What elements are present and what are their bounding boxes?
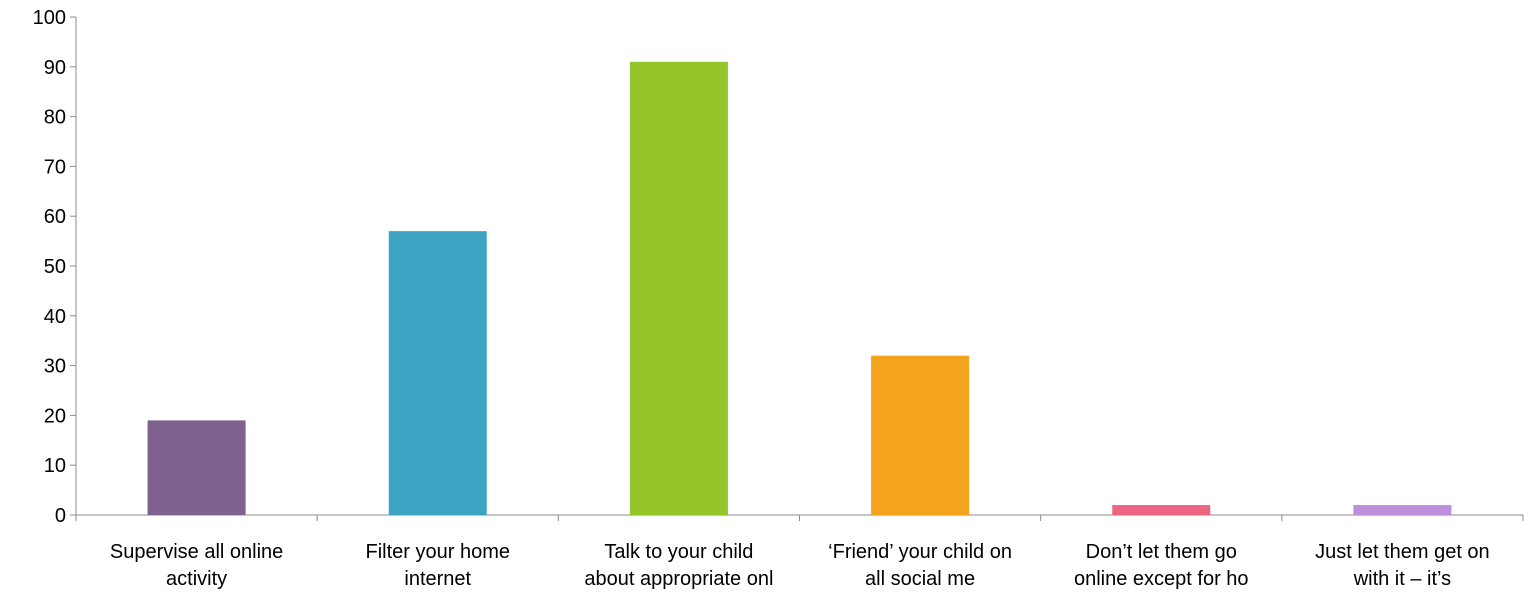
x-category-label-line: Don’t let them go (1086, 541, 1237, 563)
x-axis (75, 514, 1524, 521)
bar (1353, 505, 1452, 515)
bar (1112, 505, 1211, 515)
x-category-label-line: ‘Friend’ your child on (828, 541, 1012, 563)
x-category-label-line: about appropriate onl (584, 568, 773, 590)
y-tick-label: 100 (33, 7, 66, 29)
y-axis: 0 10 20 30 40 50 60 70 80 90 100 (33, 7, 77, 527)
x-category-label-line: Talk to your child (604, 541, 753, 563)
x-category-label: Just let them get on with it – it’s (1315, 541, 1490, 590)
y-tick-label: 10 (44, 455, 66, 477)
x-category-label-line: all social me (865, 568, 975, 590)
x-category-label-line: online except for ho (1074, 568, 1249, 590)
bar (388, 231, 487, 515)
x-category-label: Supervise all online activity (110, 541, 283, 590)
bars (147, 61, 1452, 515)
x-category-label-line: Supervise all online (110, 541, 283, 563)
y-tick-label: 20 (44, 405, 66, 427)
y-tick-label: 70 (44, 156, 66, 178)
bar (147, 420, 246, 515)
category-labels: Supervise all online activity Filter your … (110, 541, 1490, 590)
y-tick-label: 60 (44, 206, 66, 228)
x-category-label: ‘Friend’ your child on all social me (828, 541, 1012, 590)
x-category-label-line: with it – it’s (1353, 568, 1451, 590)
x-category-label: Filter your home internet (366, 541, 511, 590)
y-tick-label: 50 (44, 256, 66, 278)
y-tick-label: 30 (44, 356, 66, 378)
x-category-label-line: Filter your home (366, 541, 511, 563)
x-category-label: Don’t let them go online except for ho (1074, 541, 1249, 590)
y-tick-label: 80 (44, 107, 66, 129)
y-tick-label: 40 (44, 306, 66, 328)
x-category-label-line: activity (166, 568, 227, 590)
y-tick-label: 0 (55, 505, 66, 527)
x-category-label-line: Just let them get on (1315, 541, 1490, 563)
x-category-label-line: internet (404, 568, 471, 590)
bar (629, 61, 728, 515)
x-category-label: Talk to your child about appropriate onl (584, 541, 773, 590)
y-tick-label: 90 (44, 57, 66, 79)
bar (871, 355, 970, 515)
